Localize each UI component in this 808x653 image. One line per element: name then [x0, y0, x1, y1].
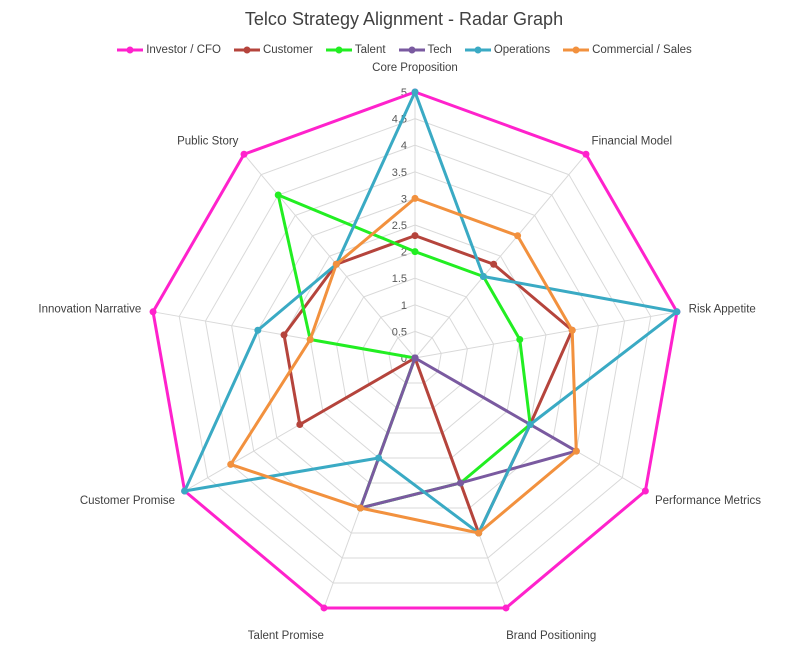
legend-swatch — [325, 46, 352, 54]
grid-spoke — [414, 311, 678, 359]
grid-ring — [362, 304, 468, 409]
chart-legend: Investor / CFO Customer Talent Tech Operatio… — [0, 44, 808, 56]
tick-label: 2.5 — [392, 220, 407, 232]
category-label: Talent Promise — [248, 630, 324, 642]
data-point-operations — [673, 308, 681, 316]
legend-label: Investor / CFO — [146, 44, 221, 56]
data-point-investor-cfo — [582, 150, 590, 158]
category-label: Customer Promise — [80, 495, 175, 507]
legend-swatch — [464, 46, 491, 54]
tick-label: 4 — [401, 140, 407, 152]
category-label: Financial Model — [592, 135, 673, 147]
tick-label: 0.5 — [392, 326, 407, 338]
data-point-operations — [181, 487, 189, 495]
grid-ring — [204, 144, 626, 559]
data-point-commercial-sales — [514, 232, 522, 240]
legend-label: Commercial / Sales — [592, 44, 692, 56]
series-line-commercial-sales — [229, 196, 578, 535]
grid-ring — [283, 224, 547, 484]
tick-label: 2 — [401, 247, 407, 259]
data-point-talent — [411, 248, 419, 256]
data-point-investor-cfo — [240, 150, 248, 158]
data-point-operations — [526, 421, 534, 428]
legend-label: Talent — [354, 44, 386, 56]
legend-item: Customer — [233, 44, 313, 56]
data-point-customer — [280, 331, 288, 339]
data-point-investor-cfo — [320, 604, 328, 612]
legend-label: Operations — [493, 44, 551, 56]
legend-item: Investor / CFO — [116, 44, 221, 56]
legend-item: Commercial / Sales — [562, 44, 692, 56]
category-label: Core Proposition — [372, 62, 458, 74]
series-line-operations — [183, 90, 679, 535]
data-point-operations — [254, 326, 262, 334]
data-point-talent — [274, 191, 282, 199]
grid-ring — [178, 118, 652, 584]
chart-title: Telco Strategy Alignment - Radar Graph — [244, 9, 564, 29]
tick-label: 5 — [401, 87, 407, 99]
legend-item: Tech — [398, 44, 452, 56]
grid-ring — [388, 330, 442, 384]
data-point-investor-cfo — [641, 487, 649, 495]
category-label: Performance Metrics — [655, 495, 761, 507]
data-point-commercial-sales — [356, 504, 364, 512]
series-line-customer — [282, 234, 574, 535]
data-point-tech — [456, 479, 464, 487]
category-label: Innovation Narrative — [38, 304, 141, 316]
data-point-commercial-sales — [306, 336, 314, 344]
data-point-commercial-sales — [572, 447, 580, 455]
grid-ring — [231, 171, 599, 534]
data-point-commercial-sales — [568, 326, 576, 334]
data-point-commercial-sales — [475, 529, 483, 537]
grid-spoke — [414, 153, 587, 359]
tick-label: 0 — [401, 353, 407, 365]
tick-label: 1.5 — [392, 273, 407, 285]
legend-label: Tech — [427, 44, 452, 56]
legend-item: Operations — [464, 44, 550, 56]
data-point-customer — [490, 260, 498, 268]
data-point-operations — [411, 88, 419, 96]
tick-label: 3 — [401, 193, 407, 205]
data-point-commercial-sales — [332, 260, 340, 268]
data-point-commercial-sales — [411, 194, 419, 202]
grid-spoke — [243, 153, 416, 359]
legend-swatch — [563, 46, 590, 54]
grid-ring — [335, 277, 495, 434]
legend-swatch — [398, 46, 425, 54]
data-point-investor-cfo — [149, 308, 157, 316]
tick-label: 3.5 — [392, 167, 407, 179]
data-point-commercial-sales — [227, 460, 235, 468]
data-point-operations — [479, 272, 487, 280]
data-point-customer — [411, 232, 419, 240]
tick-label: 1 — [401, 300, 407, 312]
data-point-operations — [375, 454, 383, 462]
category-label: Public Story — [177, 135, 239, 147]
legend-label: Customer — [262, 44, 313, 56]
data-point-talent — [516, 336, 524, 344]
legend-swatch — [233, 46, 260, 54]
data-point-tech — [411, 354, 419, 362]
category-label: Brand Positioning — [506, 630, 596, 642]
data-point-investor-cfo — [502, 604, 510, 612]
data-point-customer — [296, 421, 304, 428]
category-label: Risk Appetite — [689, 304, 756, 316]
legend-item: Talent — [325, 44, 386, 56]
series-line-investor-cfo — [151, 90, 679, 610]
legend-swatch — [117, 46, 144, 54]
